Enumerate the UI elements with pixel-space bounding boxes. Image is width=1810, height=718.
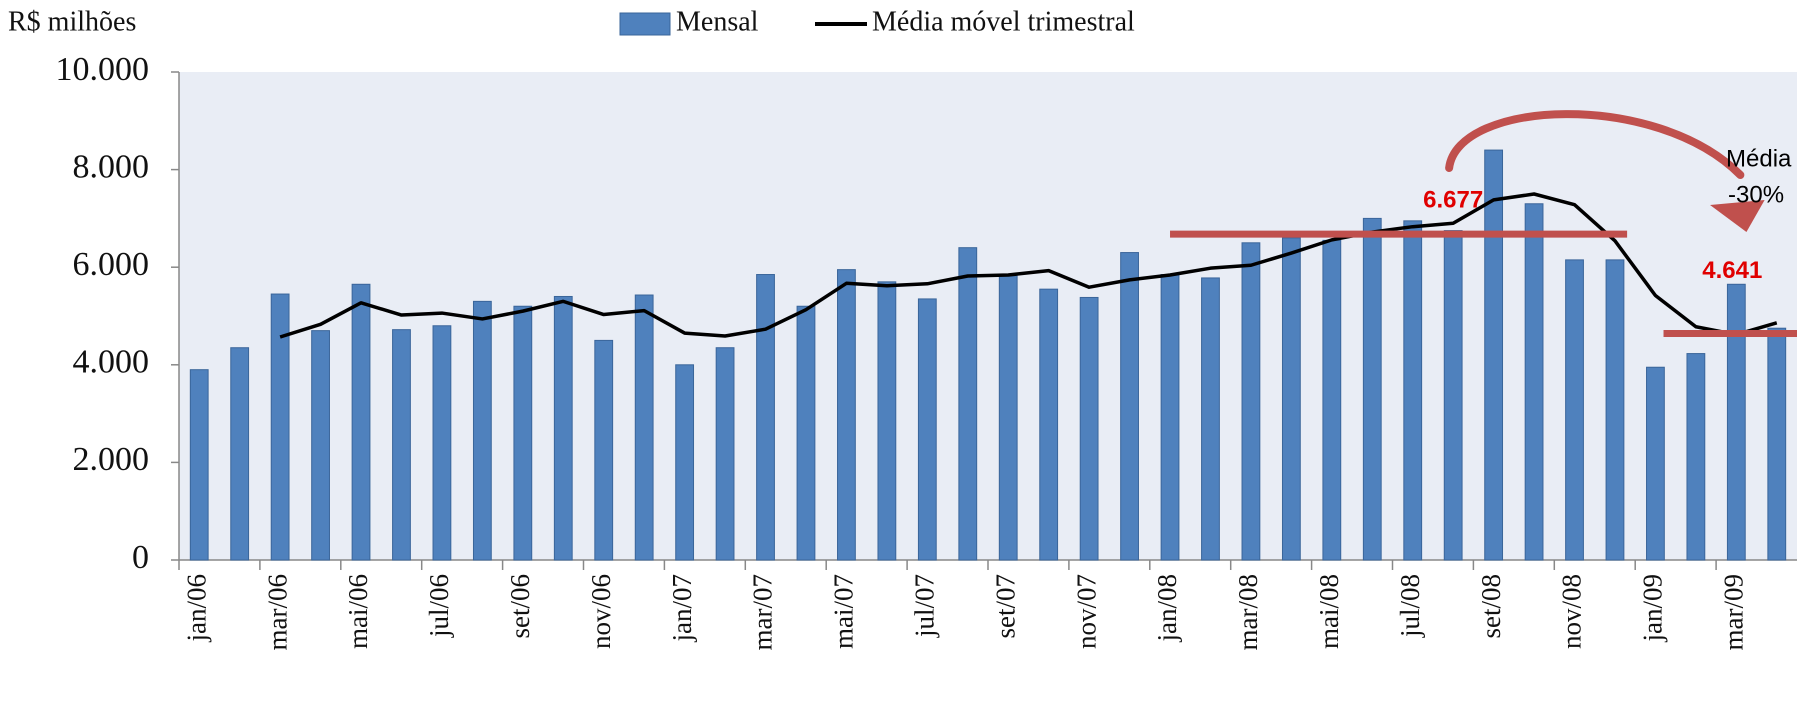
bar [513, 305, 533, 561]
x-tick-label: mar/06 [262, 574, 292, 650]
x-tick-label: set/06 [505, 574, 535, 639]
y-tick-label: 10.000 [56, 51, 150, 88]
x-tick-label: nov/07 [1071, 574, 1101, 649]
x-tick-label: mar/08 [1233, 574, 1263, 650]
bar [1443, 230, 1463, 561]
legend-label: Mensal [676, 6, 759, 37]
bar [472, 300, 492, 561]
bar [1362, 217, 1382, 561]
bar [796, 305, 816, 561]
bar [1524, 203, 1544, 561]
y-tick-label: 8.000 [73, 148, 150, 185]
bar [1322, 239, 1342, 561]
bar [1605, 259, 1625, 561]
bar [1726, 283, 1746, 561]
bar [877, 281, 897, 561]
bar [230, 347, 250, 561]
bar [553, 295, 573, 561]
y-tick-label: 4.000 [73, 344, 150, 381]
bar [1201, 277, 1220, 561]
x-tick-label: set/07 [990, 574, 1020, 639]
bar [1686, 353, 1706, 561]
bar [1079, 296, 1099, 561]
plot-area [179, 72, 1797, 560]
annotation: 4.641 [1702, 257, 1762, 284]
bar [311, 330, 330, 561]
bar [1120, 252, 1139, 561]
legend-swatch [619, 12, 671, 36]
bar [1403, 220, 1423, 561]
bar [998, 274, 1018, 561]
x-tick-label: mai/06 [343, 574, 373, 649]
bar [837, 269, 856, 561]
bar [189, 369, 209, 561]
y-tick-label: 0 [132, 539, 149, 576]
bar [675, 364, 695, 561]
bar [432, 325, 452, 561]
y-axis-label: R$ milhões [8, 6, 136, 37]
annotation: 6.677 [1423, 187, 1483, 214]
x-tick-label: jan/09 [1638, 574, 1668, 643]
bar [1565, 259, 1584, 561]
bar [1484, 149, 1504, 561]
annotation: Média [1726, 145, 1792, 172]
bar [392, 329, 411, 561]
x-tick-label: jul/07 [910, 574, 940, 638]
bar [351, 283, 371, 561]
legend-label: Média móvel trimestral [872, 6, 1135, 37]
x-tick-label: nov/06 [586, 574, 616, 649]
bar [1767, 327, 1787, 561]
arrow [1445, 110, 1745, 179]
bar [634, 294, 654, 561]
arrow-head [1710, 200, 1765, 232]
bar [1039, 288, 1059, 561]
bar [756, 274, 775, 561]
x-tick-label: mar/09 [1719, 574, 1749, 650]
x-tick-label: jul/08 [1395, 574, 1425, 638]
x-tick-label: jan/08 [1152, 574, 1182, 643]
bar [1160, 274, 1180, 561]
annotation: -30% [1728, 181, 1784, 208]
x-tick-label: mai/07 [829, 574, 859, 649]
bar [1646, 366, 1665, 561]
bar [715, 347, 735, 561]
x-tick-label: mar/07 [748, 574, 778, 650]
x-tick-label: nov/08 [1557, 574, 1587, 649]
bar [958, 247, 978, 561]
x-tick-label: set/08 [1476, 574, 1506, 639]
y-tick-label: 6.000 [73, 246, 150, 283]
y-tick-label: 2.000 [73, 441, 150, 478]
x-tick-label: mai/08 [1314, 574, 1344, 649]
x-tick-label: jan/07 [667, 574, 697, 643]
bar [270, 293, 290, 561]
x-tick-label: jul/06 [424, 574, 454, 638]
x-tick-label: jan/06 [181, 574, 211, 643]
bar [594, 339, 614, 561]
bar [1241, 242, 1261, 561]
bar [917, 298, 937, 561]
line-series [279, 192, 1778, 339]
bar [1281, 237, 1301, 561]
